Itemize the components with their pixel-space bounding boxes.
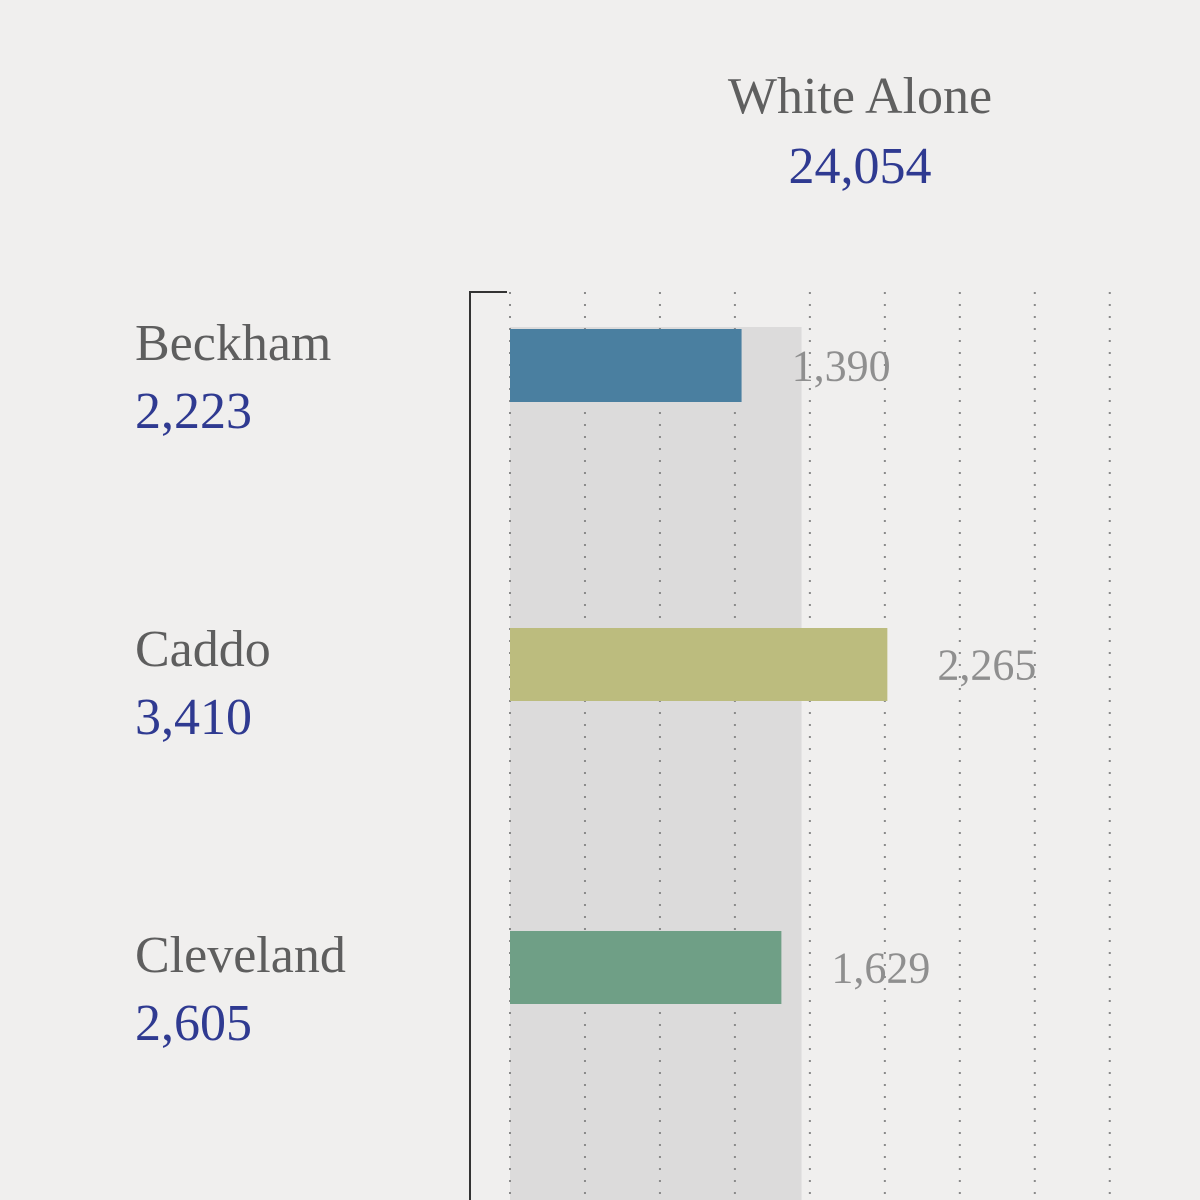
county-label-caddo: Caddo 3,410: [135, 616, 455, 752]
bar-cleveland: [510, 931, 782, 1004]
chart-header: White Alone 24,054: [660, 62, 1060, 202]
county-total: 3,410: [135, 689, 252, 746]
chart-title: White Alone: [727, 68, 993, 125]
county-total: 2,605: [135, 995, 252, 1052]
county-label-cleveland: Cleveland 2,605: [135, 922, 455, 1058]
county-name: Cleveland: [135, 927, 346, 984]
county-name: Beckham: [135, 315, 332, 372]
data-label-beckham: 1,390: [792, 342, 891, 391]
data-label-caddo: 2,265: [937, 641, 1036, 690]
bar-caddo: [510, 628, 888, 701]
county-label-beckham: Beckham 2,223: [135, 310, 455, 446]
county-name: Caddo: [135, 621, 271, 678]
chart-title-value: 24,054: [788, 138, 932, 195]
reference-band: [510, 327, 802, 1200]
data-label-cleveland: 1,629: [831, 944, 930, 993]
county-total: 2,223: [135, 383, 252, 440]
axis-bracket: [469, 291, 507, 1200]
bar-beckham: [510, 329, 742, 402]
